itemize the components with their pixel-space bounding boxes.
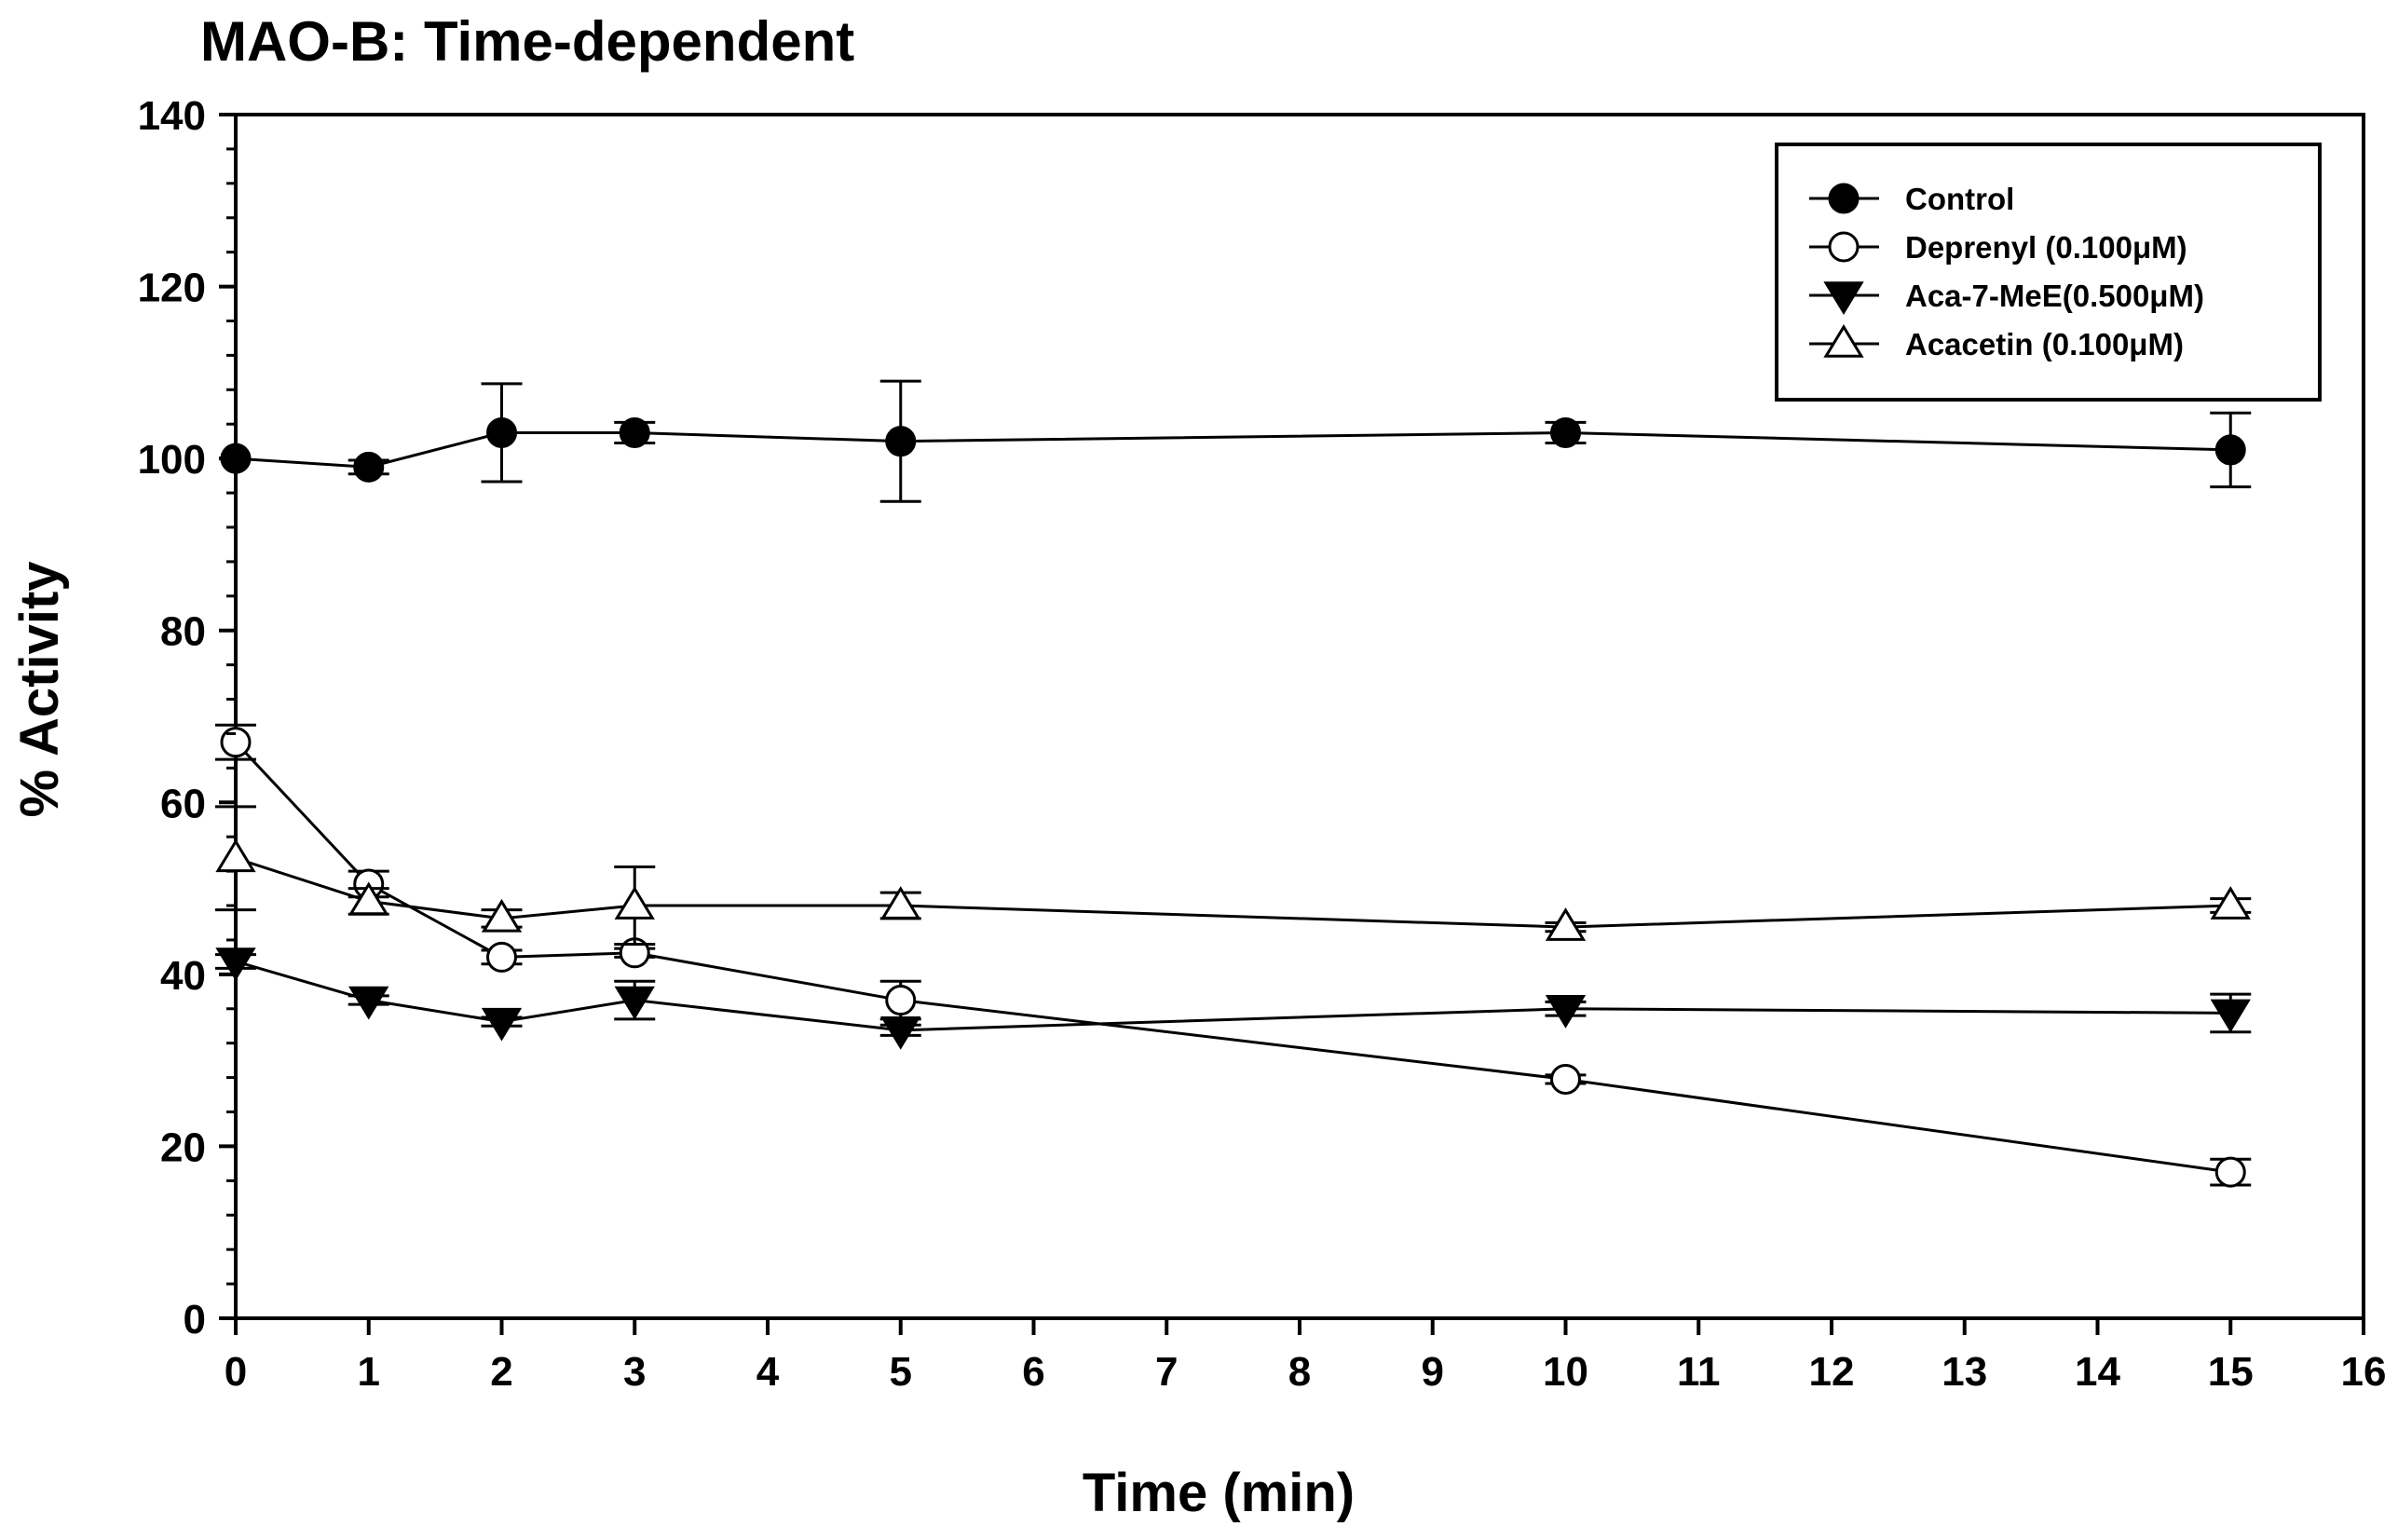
y-tick-label: 0: [184, 1297, 206, 1342]
series-2: [215, 947, 2252, 1050]
y-tick-label: 120: [138, 266, 206, 311]
x-tick-label: 11: [1677, 1349, 1721, 1395]
x-tick-label: 13: [1942, 1349, 1987, 1395]
x-tick-label: 3: [623, 1349, 646, 1395]
x-axis-title: Time (min): [1083, 1463, 1355, 1523]
data-point: [619, 416, 650, 448]
data-point: [614, 986, 655, 1020]
x-tick-label: 6: [1022, 1349, 1044, 1395]
series-line: [235, 960, 2231, 1032]
series-3: [215, 805, 2252, 947]
x-tick-label: 10: [1543, 1349, 1588, 1395]
legend-label: Deprenyl (0.100μM): [1905, 230, 2187, 265]
axes: 0 1 2 3 4 5 6 7 8 9 10 11 12 13 14 15 160204060801001201…: [138, 93, 2387, 1395]
x-tick-label: 4: [756, 1349, 780, 1395]
data-point: [348, 986, 389, 1020]
data-point: [1550, 1063, 1581, 1095]
x-tick-label: 16: [2341, 1349, 2387, 1395]
legend-marker: [1828, 183, 1860, 214]
data-point: [481, 1007, 523, 1042]
data-point: [215, 947, 256, 981]
data-point: [2210, 886, 2251, 920]
series-line: [234, 741, 2231, 1174]
data-point: [1550, 416, 1581, 448]
data-point: [353, 451, 385, 483]
y-tick-label: 140: [138, 93, 206, 139]
legend: Control Deprenyl (0.100μM) Aca-7-MeE(0.500…: [1775, 143, 2322, 402]
data-point: [220, 727, 252, 758]
y-tick-label: 80: [160, 609, 206, 655]
series-line: [235, 856, 2231, 929]
data-point: [1545, 907, 1587, 941]
data-point: [885, 426, 917, 457]
x-tick-label: 15: [2208, 1349, 2254, 1395]
data-point: [215, 838, 256, 873]
series-1: [215, 723, 2252, 1188]
x-tick-label: 7: [1155, 1349, 1178, 1395]
x-tick-label: 1: [358, 1349, 380, 1395]
x-tick-label: 12: [1809, 1349, 1855, 1395]
y-tick-label: 40: [160, 953, 206, 999]
x-tick-label: 8: [1288, 1349, 1311, 1395]
legend-marker: [1823, 324, 1864, 358]
series-line: [235, 430, 2231, 469]
y-tick-label: 100: [138, 437, 206, 483]
legend-label: Control: [1905, 182, 2014, 216]
x-tick-label: 14: [2075, 1349, 2120, 1395]
data-point: [2214, 434, 2246, 466]
series-0: [220, 379, 2252, 503]
x-tick-label: 5: [890, 1349, 912, 1395]
data-point: [486, 941, 517, 973]
data-point: [614, 886, 655, 920]
x-tick-label: 2: [490, 1349, 512, 1395]
legend-box: [1775, 143, 2322, 402]
legend-label: Acacetin (0.100μM): [1905, 327, 2184, 361]
data-point: [880, 1016, 921, 1050]
data-point: [481, 898, 523, 933]
x-tick-label: 9: [1422, 1349, 1444, 1395]
y-tick-label: 60: [160, 781, 206, 826]
x-tick-label: 0: [225, 1349, 247, 1395]
data-point: [885, 985, 917, 1016]
data-point: [348, 881, 389, 916]
legend-label: Aca-7-MeE(0.500μM): [1905, 279, 2204, 313]
legend-marker: [1823, 281, 1864, 315]
data-point: [1545, 994, 1587, 1029]
y-axis-title: % Activity: [9, 561, 70, 817]
chart-title: MAO-B: Time-dependent: [200, 10, 854, 73]
data-point: [2210, 999, 2251, 1033]
legend-marker: [1828, 231, 1860, 263]
data-point: [880, 886, 921, 920]
data-point: [486, 416, 517, 448]
series-layer: [215, 379, 2252, 1188]
y-tick-label: 20: [160, 1124, 206, 1170]
data-point: [2214, 1156, 2246, 1188]
